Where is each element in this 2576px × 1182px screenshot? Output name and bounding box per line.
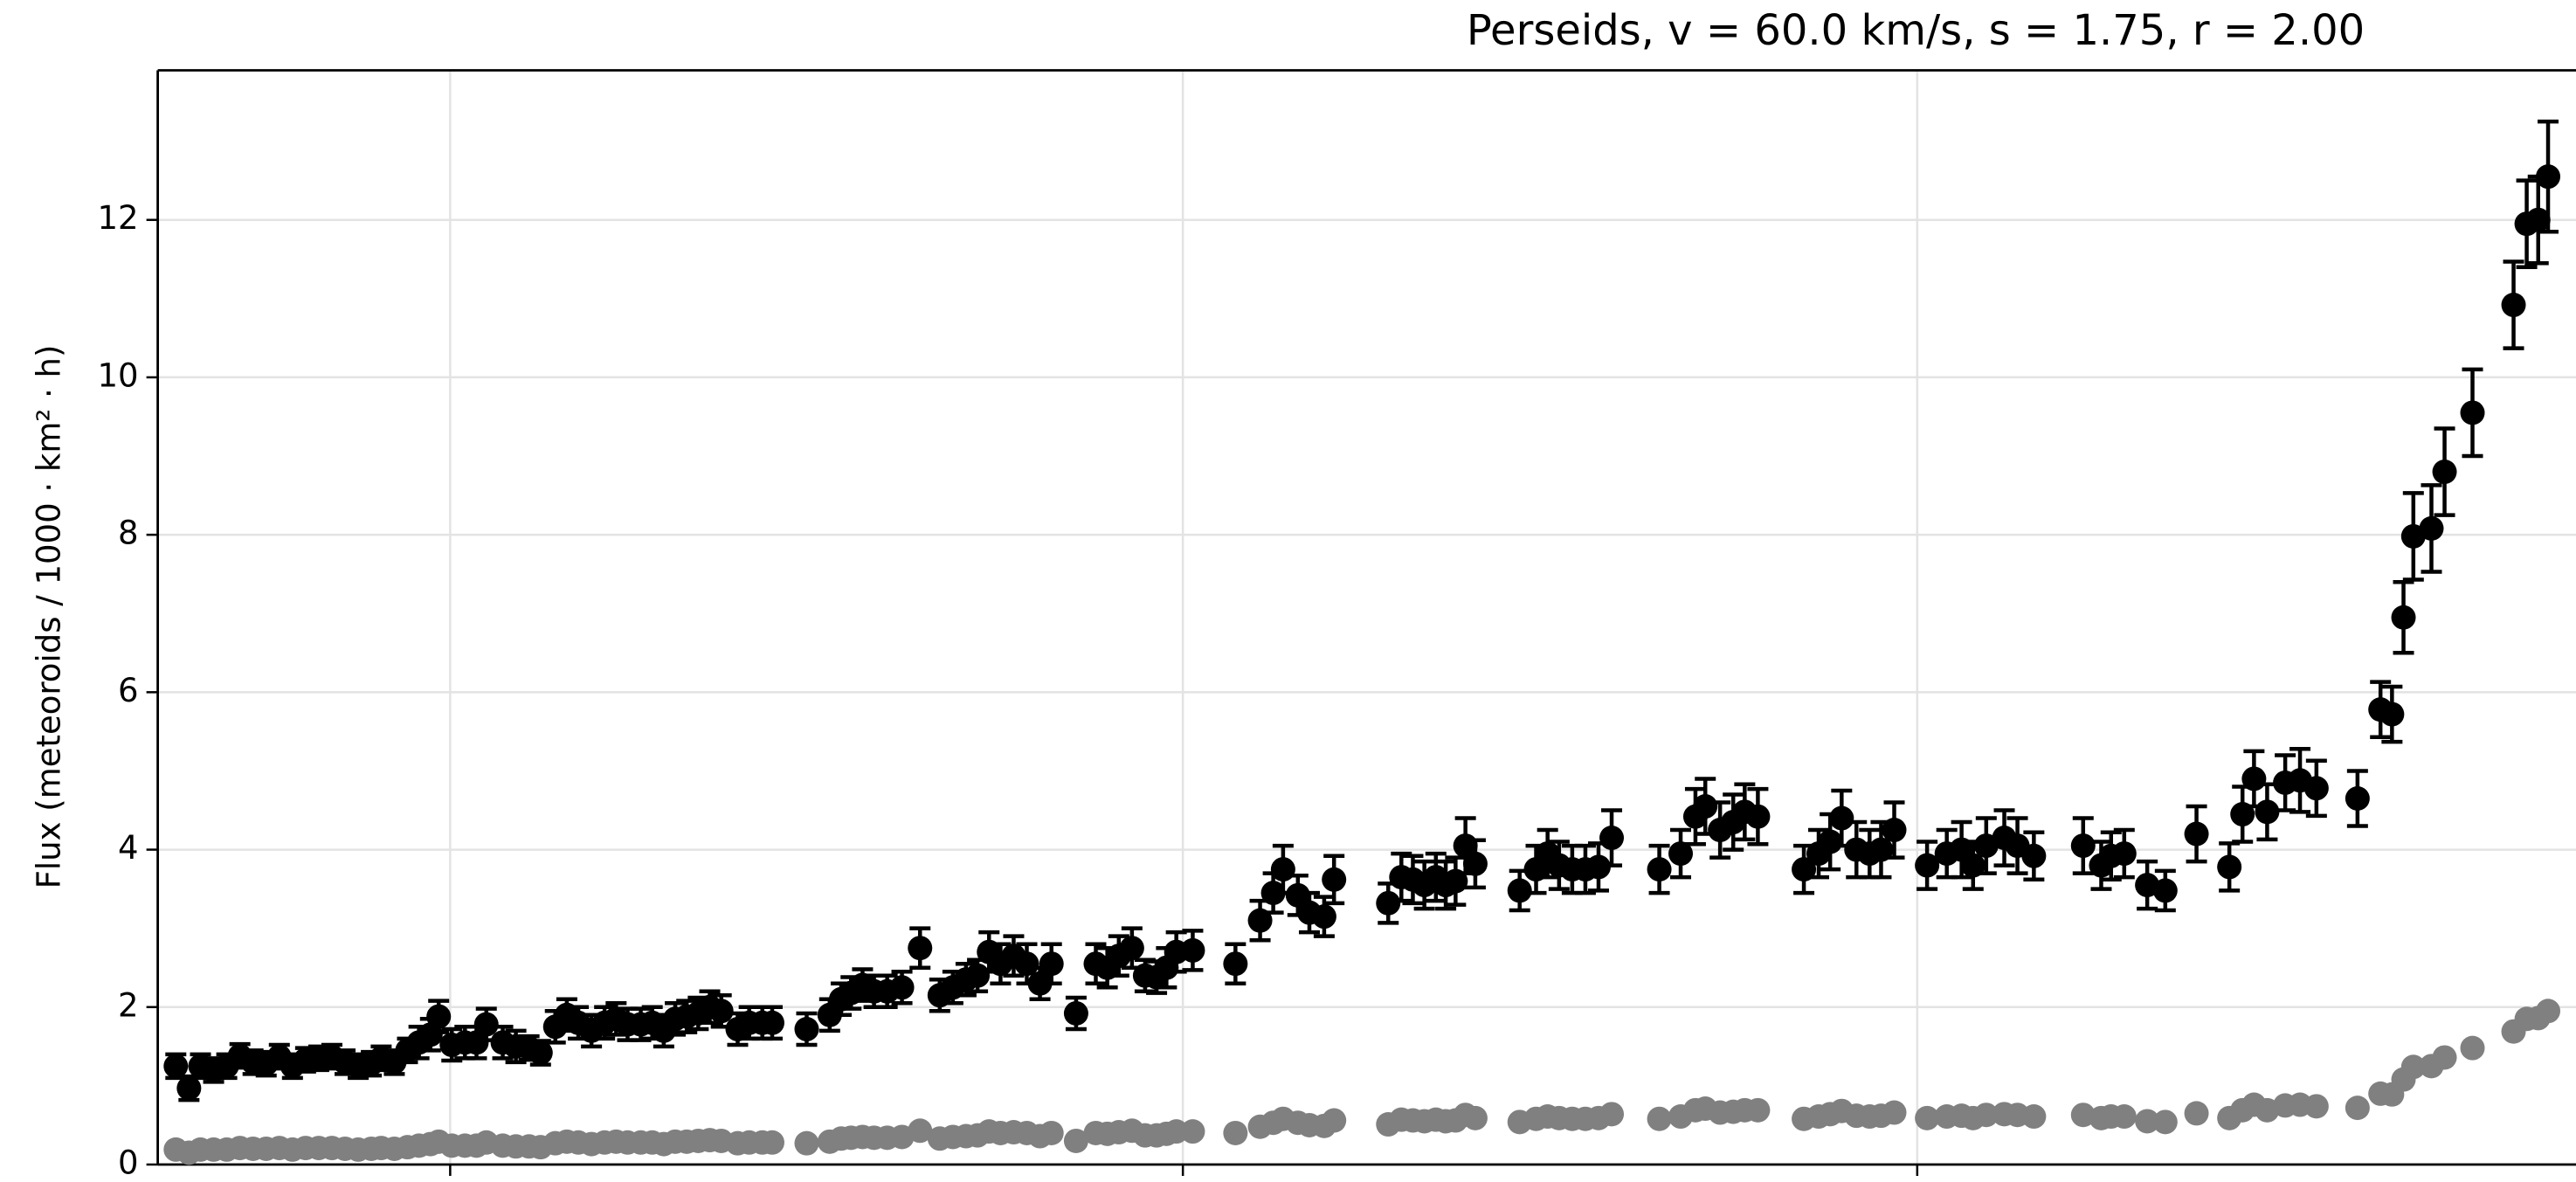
- data-point: [2501, 293, 2526, 318]
- data-point: [2391, 605, 2416, 630]
- y-axis-label: Flux (meteoroids / 1000 · km² · h): [31, 345, 68, 889]
- data-point: [1745, 1097, 1771, 1123]
- data-point: [1180, 937, 1205, 963]
- data-point: [2345, 1096, 2370, 1121]
- y-tick-label: 4: [118, 829, 139, 867]
- data-point: [1693, 794, 1718, 819]
- data-point: [2536, 999, 2561, 1024]
- data-point: [2303, 1094, 2329, 1119]
- data-point: [2432, 460, 2457, 485]
- data-point: [2536, 164, 2561, 190]
- data-point: [1647, 857, 1672, 882]
- data-point: [2460, 1035, 2485, 1061]
- data-point: [794, 1017, 819, 1042]
- data-point: [1599, 826, 1625, 851]
- data-point: [1462, 851, 1488, 876]
- data-point: [1014, 951, 1039, 977]
- y-tick-label: 0: [118, 1144, 139, 1182]
- data-point: [1882, 818, 1907, 843]
- data-point: [1223, 951, 1248, 977]
- data-point: [2432, 1045, 2457, 1070]
- data-point: [2379, 702, 2405, 727]
- data-point: [2021, 1104, 2047, 1130]
- data-point: [2111, 841, 2137, 867]
- data-point: [965, 963, 991, 988]
- data-point: [2241, 766, 2267, 791]
- y-tick-label: 12: [98, 199, 139, 237]
- data-point: [2400, 1054, 2426, 1080]
- data-point: [1647, 1106, 1672, 1131]
- data-point: [908, 936, 933, 961]
- data-point: [1180, 1119, 1205, 1144]
- data-point: [2419, 515, 2444, 541]
- data-point: [2135, 1109, 2160, 1134]
- data-point: [908, 1118, 933, 1144]
- chart-title: Perseids, v = 60.0 km/s, s = 1.75, r = 2…: [1467, 6, 2365, 55]
- data-point: [2255, 799, 2280, 825]
- data-point: [1223, 1120, 1248, 1145]
- y-tick-label: 10: [98, 356, 139, 394]
- data-point: [1915, 853, 1940, 878]
- data-point: [2345, 785, 2370, 811]
- data-point: [2525, 207, 2551, 232]
- data-point: [759, 1010, 784, 1035]
- data-point: [2070, 833, 2096, 859]
- data-point: [1973, 1103, 1999, 1128]
- data-point: [2460, 400, 2485, 425]
- y-tick-label: 2: [118, 986, 139, 1024]
- data-point: [163, 1054, 189, 1079]
- data-point: [1119, 936, 1144, 961]
- data-point: [889, 975, 915, 1000]
- data-point: [1027, 971, 1053, 996]
- data-point: [1915, 1105, 1940, 1130]
- data-point: [2217, 854, 2242, 880]
- data-point: [176, 1075, 202, 1101]
- data-point: [1668, 841, 1694, 867]
- data-point: [708, 999, 734, 1024]
- data-point: [1585, 854, 1611, 880]
- data-point: [1599, 1102, 1625, 1127]
- data-point: [1462, 1105, 1488, 1130]
- y-tick-label: 8: [118, 515, 139, 552]
- data-point: [1818, 829, 1843, 854]
- data-point: [528, 1040, 553, 1066]
- data-point: [1285, 882, 1310, 908]
- data-point: [1507, 878, 1532, 903]
- data-point: [2070, 1103, 2096, 1128]
- data-point: [1039, 1120, 1064, 1145]
- data-point: [1829, 805, 1854, 831]
- data-point: [426, 1004, 452, 1029]
- data-point: [2184, 1101, 2209, 1126]
- data-point: [1322, 1108, 1347, 1133]
- data-point: [1376, 890, 1401, 916]
- data-point: [2152, 1109, 2178, 1135]
- data-point: [759, 1130, 784, 1155]
- y-tick-label: 6: [118, 672, 139, 709]
- data-point: [1882, 1100, 1907, 1125]
- data-point: [1039, 951, 1064, 977]
- data-point: [2111, 1104, 2137, 1130]
- data-point: [1745, 804, 1771, 829]
- data-point: [1322, 867, 1347, 892]
- data-point: [464, 1030, 489, 1055]
- data-point: [473, 1012, 499, 1037]
- data-point: [2152, 878, 2178, 903]
- data-point: [1063, 1000, 1088, 1026]
- data-point: [2303, 776, 2329, 801]
- data-point: [2021, 843, 2047, 868]
- data-point: [1063, 1128, 1088, 1153]
- data-point: [1311, 904, 1336, 930]
- data-point: [2184, 821, 2209, 847]
- data-point: [794, 1130, 819, 1156]
- data-point: [1270, 857, 1295, 882]
